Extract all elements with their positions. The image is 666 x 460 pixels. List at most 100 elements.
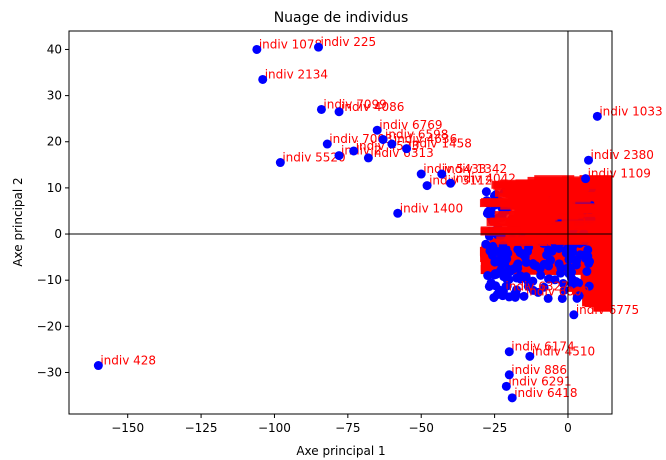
cloud-point — [489, 270, 499, 280]
data-point-label: indiv 1342 — [444, 162, 507, 176]
data-point — [363, 153, 373, 163]
overlapping-label-mass — [495, 253, 532, 263]
cloud-point — [582, 267, 592, 277]
data-point — [316, 104, 326, 114]
cloud-point — [498, 246, 508, 256]
cloud-point — [554, 259, 564, 269]
data-point — [525, 351, 535, 361]
overlapping-label-mass — [522, 249, 550, 259]
y-axis-label: Axe principal 2 — [11, 177, 25, 266]
data-point-label: indiv 6174 — [511, 340, 574, 354]
data-point-label: indiv 225 — [320, 35, 376, 49]
x-tick-label: −100 — [258, 421, 291, 435]
data-point-label: indiv 4510 — [532, 344, 595, 358]
cloud-point — [575, 250, 585, 260]
cloud-point — [559, 285, 569, 295]
y-tick-label: −30 — [37, 365, 62, 379]
overlapping-label-mass — [506, 232, 547, 241]
overlapping-label-mass — [498, 193, 539, 202]
data-point — [519, 291, 529, 301]
overlapping-label-mass — [507, 219, 548, 228]
cloud-point — [536, 270, 546, 280]
overlapping-label-mass — [597, 297, 612, 307]
y-tick-label: 0 — [54, 227, 62, 241]
overlapping-label-mass — [598, 289, 612, 299]
cloud-point — [550, 275, 560, 285]
cloud-point — [584, 281, 594, 291]
data-point — [378, 134, 388, 144]
overlapping-label-mass — [481, 198, 522, 207]
chart-title: Nuage de individus — [274, 10, 409, 26]
data-point — [584, 155, 594, 165]
data-point — [258, 74, 268, 84]
x-tick-label: −50 — [409, 421, 434, 435]
data-point — [446, 178, 456, 188]
data-point — [252, 44, 262, 54]
data-point-label: indiv 4086 — [341, 100, 404, 114]
data-point-label: indiv 1109 — [588, 167, 651, 181]
cloud-point — [572, 293, 582, 303]
overlapping-label-mass — [535, 196, 576, 205]
cloud-point — [520, 252, 530, 262]
cloud-point — [483, 271, 493, 281]
cloud-point — [583, 251, 593, 261]
overlapping-label-mass — [491, 180, 532, 189]
data-point-label: indiv 6291 — [508, 374, 571, 388]
data-point-label: indiv 4042 — [453, 171, 516, 185]
data-point — [93, 361, 103, 371]
point-markers — [93, 42, 602, 403]
data-point-label: indiv 6775 — [576, 303, 639, 317]
cloud-point — [513, 259, 523, 269]
cloud-point — [554, 243, 564, 253]
overlapping-label-mass — [494, 188, 535, 197]
data-point-label: indiv 4636 — [394, 132, 457, 146]
x-tick-label: −75 — [335, 421, 360, 435]
cloud-point — [488, 241, 498, 251]
cloud-point — [571, 260, 581, 270]
cloud-point — [558, 278, 568, 288]
data-point-label: indiv 7003 — [329, 132, 392, 146]
overlapping-label-mass — [515, 202, 556, 211]
data-point-label: indiv 886 — [511, 363, 567, 377]
cloud-point — [516, 274, 526, 284]
data-point-label: indiv 5520 — [282, 151, 345, 165]
data-point-label: indiv 1078 — [259, 37, 322, 51]
cloud-point — [486, 278, 496, 288]
data-point — [422, 181, 432, 191]
overlapping-label-mass — [480, 226, 521, 235]
data-point — [402, 144, 412, 154]
cloud-point — [504, 275, 514, 285]
data-point-label: indiv 1400 — [400, 201, 463, 215]
data-point — [569, 310, 579, 320]
cloud-point — [481, 187, 491, 197]
cloud-point — [511, 289, 521, 299]
cloud-point — [564, 255, 574, 265]
overlapping-label-mass — [561, 214, 602, 223]
cloud-point — [490, 257, 500, 267]
x-axis-ticks: −150 −125 −100 −75 −50 −25 0 — [111, 414, 572, 435]
data-point-label: indiv 428 — [100, 354, 156, 368]
overlapping-label-mass — [591, 271, 612, 281]
data-point-label: indiv 2134 — [265, 67, 328, 81]
cloud-point — [483, 207, 493, 217]
data-point — [349, 146, 359, 156]
data-point — [313, 42, 323, 52]
overlapping-label-mass — [520, 225, 561, 234]
x-tick-label: 0 — [564, 421, 572, 435]
data-point — [387, 139, 397, 149]
y-tick-label: −10 — [37, 273, 62, 287]
data-point — [504, 370, 514, 380]
overlapping-label-mass — [593, 302, 612, 312]
plot-frame — [68, 30, 613, 415]
cloud-point — [583, 245, 593, 255]
cloud-point — [543, 293, 553, 303]
overlapping-label-mass — [539, 185, 580, 194]
cloud-point — [556, 268, 566, 278]
data-point — [416, 169, 426, 179]
data-point — [581, 174, 591, 184]
y-tick-label: −20 — [37, 319, 62, 333]
y-tick-label: 40 — [47, 42, 62, 56]
data-point — [437, 169, 447, 179]
